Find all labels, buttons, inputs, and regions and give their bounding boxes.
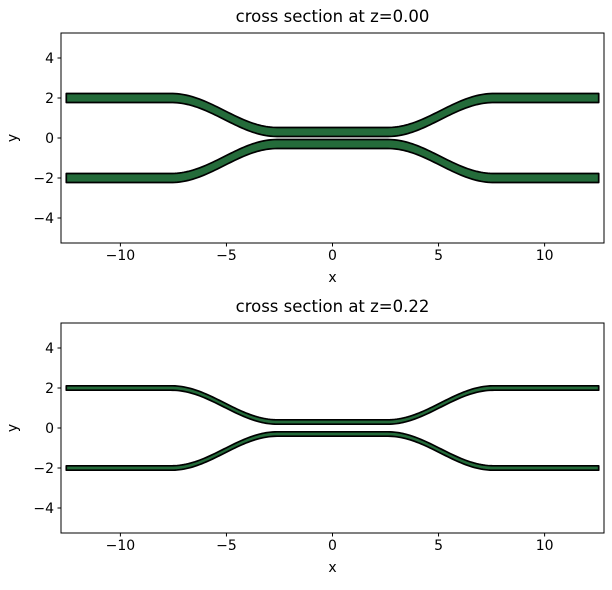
subplot-top-xlabel: x xyxy=(328,270,337,286)
top-waveguide-band xyxy=(65,92,600,138)
y-tick-label: 2 xyxy=(45,381,54,397)
subplot-bottom-ylabel: y xyxy=(5,423,21,433)
x-tick-label: −10 xyxy=(106,248,136,264)
subplot-bottom-plot-area: −10 −5 0 5 10 4 2 0 −2 −4 xyxy=(33,322,605,554)
bottom-waveguide-band xyxy=(65,138,600,184)
x-tick-label: −5 xyxy=(216,248,237,264)
y-tick-label: 2 xyxy=(45,91,54,107)
y-tick-label: −2 xyxy=(33,171,54,187)
x-tick-label: 10 xyxy=(536,538,554,554)
subplot-bottom-xlabel: x xyxy=(328,560,337,576)
subplot-bottom-title: cross section at z=0.22 xyxy=(235,297,430,316)
x-tick-label: 5 xyxy=(434,248,443,264)
y-tick-label: −4 xyxy=(33,501,54,517)
x-tick-label: 5 xyxy=(434,538,443,554)
subplot-top-plot-area: −10 −5 0 5 10 4 2 0 −2 −4 xyxy=(33,32,605,264)
x-tick-label: 0 xyxy=(328,248,337,264)
subplot-top: cross section at z=0.00 −10 −5 0 5 10 4 2 0 −2 −4… xyxy=(0,0,612,290)
subplot-bottom: cross section at z=0.22 −10 −5 0 5 10 4 2 0 −2 −4… xyxy=(0,290,612,590)
x-tick-label: −10 xyxy=(106,538,136,554)
top-waveguide-band xyxy=(65,384,600,426)
x-tick-label: 0 xyxy=(328,538,337,554)
waveguide-layer xyxy=(65,384,600,472)
waveguide-layer xyxy=(65,92,600,184)
axes-frame xyxy=(60,32,605,244)
subplot-top-ylabel: y xyxy=(5,133,21,143)
y-tick-label: 0 xyxy=(45,421,54,437)
bottom-waveguide-band xyxy=(65,430,600,472)
y-tick-label: −4 xyxy=(33,211,54,227)
axes-frame xyxy=(60,322,605,534)
x-tick-label: 10 xyxy=(536,248,554,264)
x-tick-label: −5 xyxy=(216,538,237,554)
y-tick-label: 4 xyxy=(45,51,54,67)
y-tick-label: 4 xyxy=(45,341,54,357)
y-tick-label: 0 xyxy=(45,131,54,147)
y-tick-label: −2 xyxy=(33,461,54,477)
subplot-top-title: cross section at z=0.00 xyxy=(235,7,430,26)
